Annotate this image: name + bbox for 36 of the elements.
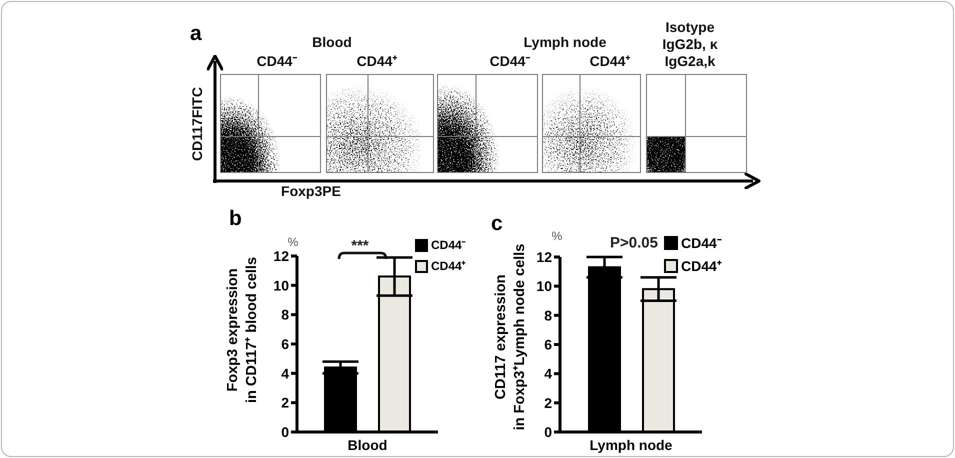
y-tick-label: 4 [281,365,290,382]
legend-label: CD44⁺ [431,258,466,274]
y-tick-label: 8 [544,307,552,324]
category-label: CD44⁻ [490,53,530,70]
text: CD117FITC [189,87,205,161]
y-tick-label: 2 [544,394,552,411]
text: % [552,229,562,243]
text: P>0.05 [610,234,658,252]
text: Foxp3PE [281,183,341,199]
y-tick-label: 4 [544,366,552,382]
legend-label: CD44⁻ [431,238,466,252]
y-tick-label: 12 [273,248,290,264]
text: *** [351,238,369,254]
y-axis-title: Foxp3 expression in CD117⁺ blood cells [224,256,261,404]
category-label: CD44⁺ [356,53,398,70]
text: Lymph node [524,34,606,50]
y-tick-label: 0 [544,424,552,440]
y-tick-label: 6 [544,336,552,352]
chart-title: b [229,207,242,231]
legend-label: CD44⁺ [681,258,722,274]
category-label: Isotype IgG2b, κ IgG2a,k [662,19,718,70]
y-axis-title: CD117 expression in Foxp3⁺Lymph node cells [492,244,529,430]
text: % [288,235,298,249]
text: Blood [312,34,352,50]
y-tick-label: 0 [281,424,290,440]
category-label: CD44⁺ [590,53,630,70]
legend-label: CD44⁻ [681,235,722,251]
category-label: CD44⁻ [256,53,298,70]
y-tick-label: 2 [281,394,290,411]
text: a [190,22,202,46]
y-tick-label: 8 [281,306,290,323]
y-tick-label: 10 [536,278,552,294]
y-tick-label: 10 [273,277,290,294]
chart-title: c [491,212,503,236]
y-tick-label: 6 [281,336,290,352]
y-tick-label: 12 [536,248,552,265]
